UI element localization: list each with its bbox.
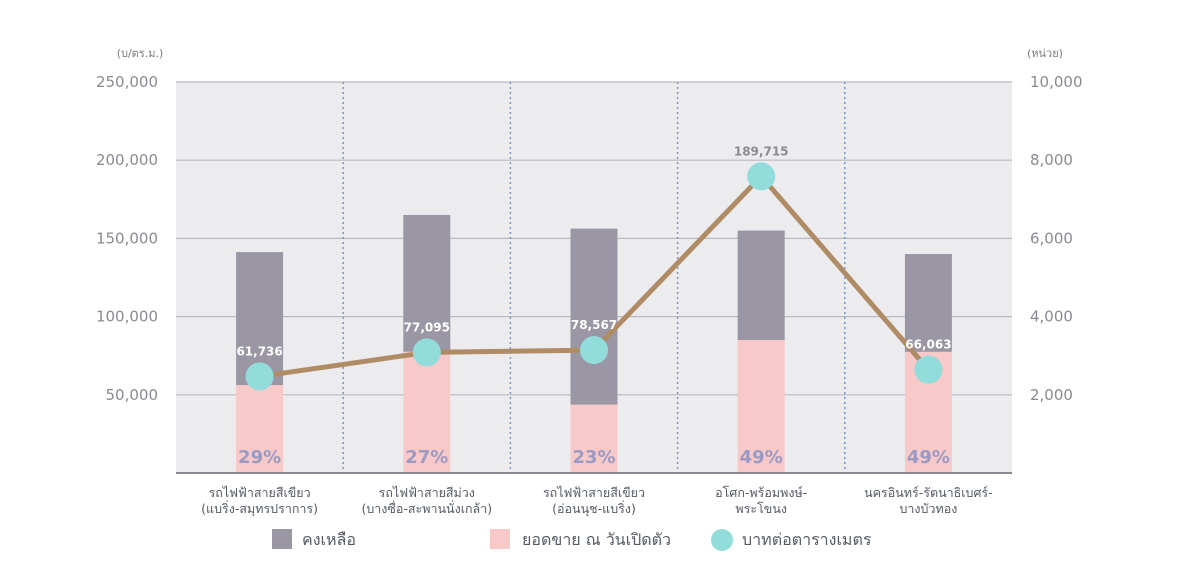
price-value-label: 61,736 (236, 344, 282, 358)
right-tick-label: 2,000 (1030, 386, 1073, 404)
right-tick-label: 6,000 (1030, 229, 1073, 247)
percent-label: 29% (238, 447, 281, 468)
price-value-label: 77,095 (404, 320, 450, 334)
left-tick-label: 150,000 (96, 229, 158, 247)
bar-remaining (403, 214, 451, 352)
left-axis-unit: (บ/ตร.ม.) (117, 47, 164, 60)
bar-remaining (570, 228, 618, 405)
legend-label-remaining: คงเหลือ (302, 530, 356, 549)
legend-label-price: บาทต่อตารางเมตร (742, 530, 872, 549)
bar-sold (570, 404, 618, 473)
left-tick-label: 200,000 (96, 151, 158, 169)
legend-swatch-sold (490, 529, 510, 549)
price-value-label: 78,567 (571, 318, 617, 332)
right-tick-label: 10,000 (1030, 73, 1083, 91)
percent-label: 49% (907, 447, 950, 468)
axes: 50,000 2,000 100,000 4,000 150,000 6,000 200,0… (96, 73, 1083, 517)
category-label: (แบริ่ง-สมุทรปราการ) (201, 500, 318, 517)
bar-sold (403, 351, 451, 473)
legend-label-sold: ยอดขาย ณ วันเปิดตัว (522, 530, 671, 549)
price-points: 61,736 77,095 78,567 189,715 66,063 (236, 144, 952, 391)
percent-label: 27% (405, 447, 448, 468)
category-label: รถไฟฟ้าสายสีเขียว (543, 485, 645, 500)
bar-sold (236, 385, 284, 473)
category-label: รถไฟฟ้าสายสีเขียว (209, 485, 311, 500)
left-tick-label: 100,000 (96, 308, 158, 326)
price-point (412, 338, 441, 367)
price-point (245, 362, 274, 391)
category-label: นครอินทร์-รัตนาธิเบศร์- (864, 485, 993, 500)
category-label: รถไฟฟ้าสายสีม่วง (379, 485, 475, 500)
right-axis-unit: (หน่วย) (1027, 47, 1063, 60)
category-label: (อ่อนนุช-แบริ่ง) (552, 500, 636, 517)
bar-remaining (737, 230, 785, 341)
category-separators (342, 82, 846, 473)
bar-sold (737, 340, 785, 473)
category-label: บางบัวทอง (899, 501, 957, 516)
price-value-label: 189,715 (734, 144, 789, 158)
legend-swatch-remaining (272, 529, 292, 549)
left-tick-label: 250,000 (96, 73, 158, 91)
price-point (747, 162, 776, 191)
price-point (914, 355, 943, 384)
right-tick-label: 8,000 (1030, 151, 1073, 169)
legend-swatch-price (711, 529, 733, 551)
percent-label: 23% (572, 447, 615, 468)
bars: 29% 27% 23% 49% 49% (236, 214, 952, 473)
legend: คงเหลือ ยอดขาย ณ วันเปิดตัว บาทต่อตารางเ… (272, 529, 872, 551)
category-label: พระโขนง (735, 501, 787, 516)
percent-label: 49% (740, 447, 783, 468)
price-value-label: 66,063 (905, 338, 951, 352)
bar-remaining (904, 254, 952, 352)
right-tick-label: 4,000 (1030, 308, 1073, 326)
category-label: อโศก-พร้อมพงษ์- (715, 485, 807, 500)
category-label: (บางซื่อ-สะพานนั่งเกล้า) (361, 500, 492, 516)
left-tick-label: 50,000 (106, 386, 159, 404)
price-point (580, 336, 608, 365)
